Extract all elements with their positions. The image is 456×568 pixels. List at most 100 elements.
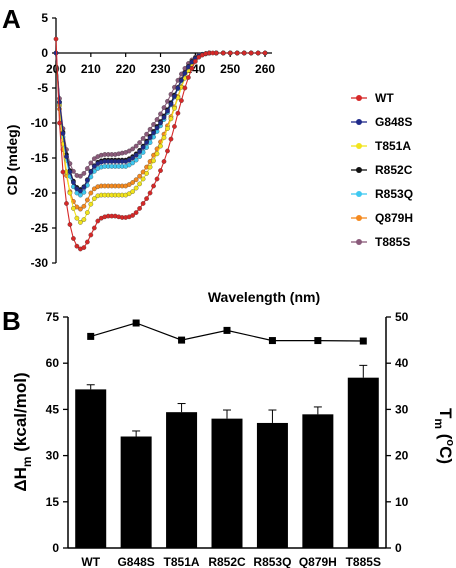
- series-point-t851a: [67, 190, 73, 196]
- legend-swatch-marker-wt: [356, 95, 362, 101]
- series-point-wt: [71, 236, 76, 241]
- series-point-t851a: [144, 171, 149, 176]
- series-point-t885s: [140, 136, 146, 141]
- series-point-g848s: [151, 130, 156, 136]
- series-point-wt: [179, 98, 184, 103]
- series-point-g848s: [144, 140, 149, 145]
- right-axis-title-tail: (: [436, 429, 455, 440]
- series-point-t885s: [161, 105, 167, 110]
- series-point-t851a: [161, 135, 167, 141]
- panel-b-chart: 0 15 30 45 60 75 0 10 20 30 40 50 WT G848S T851A R852C R…: [46, 310, 409, 568]
- series-point-g848s: [154, 125, 160, 131]
- category-label-t851a: T851A: [164, 555, 200, 568]
- right-axis-title-sub: m: [432, 418, 446, 429]
- category-label-g848s: G848S: [117, 555, 154, 568]
- series-point-t885s: [144, 131, 149, 137]
- series-point-t851a: [133, 185, 139, 191]
- panel-a-x-axis-title: Wavelength (nm): [208, 289, 320, 305]
- series-point-t851a: [147, 164, 153, 170]
- series-point-wt: [262, 50, 268, 56]
- series-point-t851a: [81, 217, 87, 222]
- right-axis-title-end: C): [436, 446, 455, 464]
- panel-b-right-axis-title: Tm (oC): [432, 408, 456, 464]
- series-point-g848s: [71, 180, 76, 185]
- category-label-q879h: Q879H: [299, 555, 337, 568]
- series-point-g848s: [133, 152, 139, 158]
- series-point-g848s: [161, 115, 167, 120]
- series-point-wt: [140, 201, 146, 206]
- series-point-wt: [151, 183, 156, 189]
- legend-label-r853q: R853Q: [375, 187, 413, 201]
- series-point-wt: [67, 222, 73, 227]
- series-point-q879h: [78, 206, 83, 212]
- series-point-g848s: [158, 120, 163, 126]
- panel-a-letter: A: [2, 4, 21, 34]
- panel-a-y-tick-label: -15: [31, 151, 49, 165]
- bar-t851a: [166, 412, 198, 548]
- panel-b-left-tick-label: 30: [46, 449, 60, 463]
- right-axis-title-main: T: [436, 408, 455, 419]
- series-point-g848s: [165, 108, 170, 114]
- series-point-g848s: [179, 77, 184, 83]
- series-point-t851a: [137, 181, 142, 187]
- series-point-g848s: [147, 135, 153, 141]
- series-point-wt: [144, 196, 149, 201]
- series-point-t851a: [151, 158, 156, 164]
- left-axis-title-tail: (kcal/mol): [11, 372, 30, 456]
- series-point-wt: [74, 243, 80, 249]
- series-point-t885s: [78, 173, 83, 179]
- panel-a-y-tick-label: -10: [31, 116, 49, 130]
- series-point-t851a: [165, 126, 170, 131]
- tm-marker-t885s: [359, 337, 367, 345]
- series-point-wt: [220, 50, 226, 56]
- series-point-g848s: [88, 169, 94, 175]
- series-point-wt: [158, 168, 163, 173]
- series-point-g848s: [81, 185, 87, 190]
- series-point-t851a: [154, 151, 160, 157]
- series-point-wt: [85, 239, 90, 245]
- series-point-wt: [137, 206, 142, 211]
- panel-b-right-tick-label: 0: [395, 541, 402, 555]
- series-point-t851a: [91, 196, 97, 201]
- series-point-g848s: [126, 157, 132, 163]
- series-point-t885s: [137, 140, 142, 145]
- series-point-q879h: [85, 197, 90, 203]
- series-point-g848s: [60, 131, 66, 136]
- series-point-r853q: [130, 160, 135, 166]
- panel-a-x-tick-label: 200: [46, 62, 66, 76]
- series-point-t851a: [168, 116, 174, 122]
- panel-b-left-tick-label: 45: [46, 402, 60, 416]
- series-point-wt: [57, 120, 62, 126]
- series-point-wt: [241, 50, 247, 56]
- series-point-q879h: [137, 173, 142, 179]
- bar-wt: [75, 389, 107, 548]
- right-axis-title-sup: o: [444, 439, 456, 446]
- legend-swatch-marker-q879h: [356, 215, 362, 221]
- series-point-wt: [147, 190, 153, 196]
- tm-marker-t851a: [178, 336, 186, 344]
- series-point-wt: [88, 232, 94, 238]
- panel-a-x-tick-label: 230: [151, 62, 171, 76]
- series-point-t851a: [172, 105, 177, 111]
- tm-marker-wt: [87, 332, 95, 340]
- series-point-t851a: [140, 176, 146, 182]
- legend-swatch-marker-t885s: [356, 239, 362, 245]
- panel-b-right-tick-label: 50: [395, 310, 409, 324]
- series-point-g848s: [64, 154, 69, 159]
- panel-b-right-tick-label: 10: [395, 495, 409, 509]
- panel-a-y-tick-label: -20: [31, 186, 49, 200]
- series-point-g848s: [172, 94, 177, 99]
- category-label-r852c: R852C: [208, 555, 246, 568]
- panel-b-right-tick-label: 30: [395, 402, 409, 416]
- legend-swatch-marker-g848s: [356, 119, 362, 125]
- panel-b-left-tick-label: 0: [52, 541, 59, 555]
- series-point-q879h: [133, 177, 139, 183]
- series-point-g848s: [130, 155, 135, 161]
- series-point-t851a: [88, 201, 94, 207]
- series-point-wt: [95, 218, 101, 224]
- panel-b-right-tick-label: 40: [395, 356, 409, 370]
- tm-marker-g848s: [132, 319, 140, 327]
- series-point-wt: [168, 136, 174, 142]
- legend-label-g848s: G848S: [375, 115, 412, 129]
